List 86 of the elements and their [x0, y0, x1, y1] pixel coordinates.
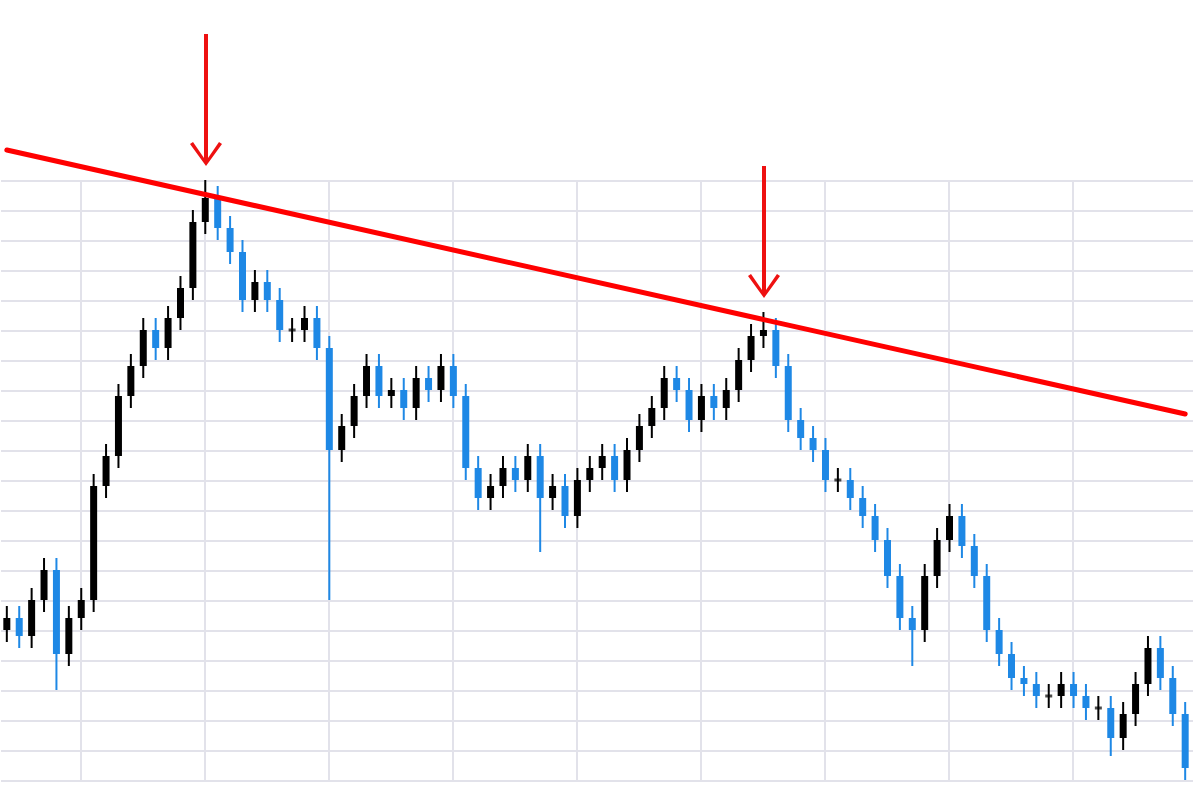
candlestick [1144, 635, 1152, 697]
candlestick [164, 305, 172, 361]
candlestick [871, 503, 879, 553]
candlestick [673, 365, 681, 403]
candlestick [313, 305, 321, 361]
candlestick [511, 455, 519, 493]
candlestick [735, 347, 743, 403]
candlestick [883, 527, 891, 589]
candlestick [201, 179, 209, 235]
candlestick [499, 455, 507, 499]
candlestick [710, 383, 718, 421]
candlestick [648, 395, 656, 439]
candlestick [3, 605, 11, 643]
candlestick [449, 353, 457, 409]
candlestick [301, 305, 309, 343]
candlestick [152, 317, 160, 361]
candlestick [1057, 671, 1065, 709]
candlestick [722, 377, 730, 421]
candlestick [573, 467, 581, 529]
candlestick [524, 443, 532, 493]
candlestick [487, 473, 495, 511]
candlestick [797, 407, 805, 451]
candlestick [40, 557, 48, 613]
candlestick [623, 437, 631, 493]
candlestick [598, 443, 606, 481]
candlestick [474, 455, 482, 511]
candlestick [697, 383, 705, 433]
candlestick [263, 269, 271, 313]
candlestick [995, 617, 1003, 667]
candlestick [896, 563, 904, 631]
candlestick [747, 323, 755, 373]
candlestick [276, 287, 284, 343]
candlestick [821, 437, 829, 493]
candlestick [1132, 671, 1140, 727]
candlestick [338, 413, 346, 463]
candlestick [549, 473, 557, 511]
candlestick [1082, 683, 1090, 721]
candlestick [363, 353, 371, 409]
candlestick [350, 383, 358, 439]
candlestick [970, 533, 978, 589]
candlestick [834, 467, 842, 493]
candlestick [635, 413, 643, 463]
candlestick [946, 503, 954, 553]
candlestick [1094, 695, 1102, 721]
candlestick [176, 275, 184, 331]
candlestick [1169, 665, 1177, 727]
candlestick [387, 377, 395, 409]
candlestick [1119, 701, 1127, 751]
candlestick [65, 605, 73, 667]
candlestick [759, 311, 767, 349]
candlestick [561, 473, 569, 529]
candlestick [102, 443, 110, 499]
candlestick [809, 425, 817, 463]
candlestick [1032, 671, 1040, 709]
candlestick [1070, 671, 1078, 709]
candlestick [77, 587, 85, 631]
candlestick [437, 353, 445, 403]
candlestick [28, 587, 36, 649]
candlestick [15, 605, 23, 649]
candlestick [685, 377, 693, 433]
candlestick [1156, 635, 1164, 691]
candlestick [846, 467, 854, 511]
candlestick [1020, 665, 1028, 697]
candlestick [958, 503, 966, 559]
candlestick [127, 353, 135, 409]
candlestick [660, 365, 668, 421]
candlestick [536, 443, 544, 553]
candlestick [1045, 683, 1053, 709]
candlestick [1107, 695, 1115, 757]
candlestick [214, 185, 222, 241]
candlestick [139, 317, 147, 379]
candlestick [611, 443, 619, 493]
candlestick [933, 527, 941, 589]
candlestick [375, 353, 383, 409]
candlestick [288, 317, 296, 343]
candlestick [412, 365, 420, 421]
candlestick [425, 365, 433, 403]
candlestick [859, 485, 867, 529]
candlestick [908, 605, 916, 667]
candlestick [238, 239, 246, 313]
candlestick [586, 455, 594, 493]
candlestick [772, 317, 780, 379]
candlestick [226, 215, 234, 265]
candlestick [1008, 641, 1016, 691]
candlestick [251, 269, 259, 313]
candlestick [400, 377, 408, 421]
